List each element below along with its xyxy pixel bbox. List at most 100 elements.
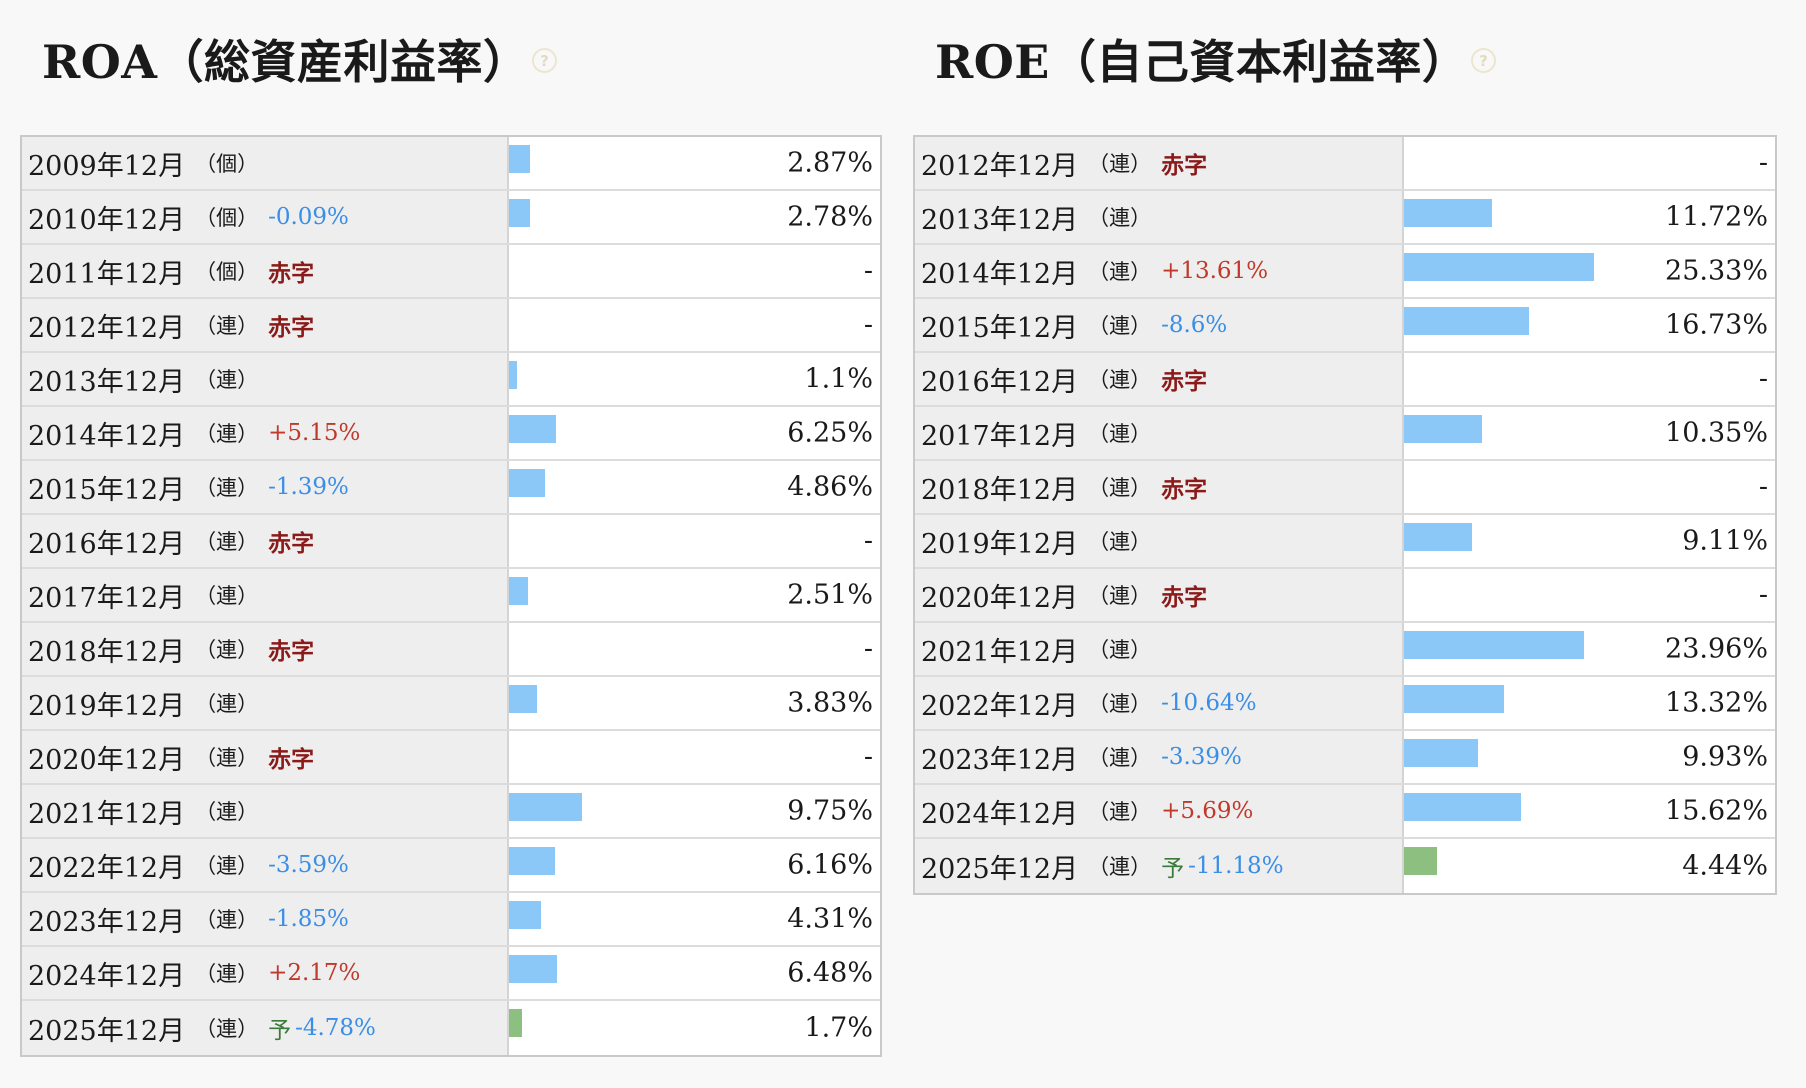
period-label-cell: 2021年12月 （連） [915, 623, 1404, 675]
bar-cell: 11.72% [1404, 191, 1775, 243]
period-text: 2015年12月 [28, 474, 186, 506]
report-kind: （連） [195, 422, 259, 446]
value-text: 2.78% [787, 201, 873, 233]
value-text: 3.83% [787, 687, 873, 719]
period-label-cell: 2014年12月 （連） +13.61% [915, 245, 1404, 297]
question-icon[interactable]: ? [532, 48, 557, 73]
period-label-cell: 2019年12月 （連） [915, 515, 1404, 567]
value-text: 11.72% [1665, 201, 1768, 233]
period-label-cell: 2019年12月 （連） [22, 677, 509, 729]
period-text: 2023年12月 [28, 906, 186, 938]
period-text: 2016年12月 [28, 528, 186, 560]
table-row: 2022年12月 （連） -3.59% 6.16% [22, 839, 880, 893]
period-text: 2021年12月 [921, 636, 1079, 668]
change-text: -4.78% [295, 1015, 376, 1041]
value-text: 16.73% [1665, 309, 1768, 341]
question-icon[interactable]: ? [1471, 48, 1496, 73]
bar-cell: - [1404, 569, 1775, 621]
table-row: 2019年12月 （連） 3.83% [22, 677, 880, 731]
report-kind: （連） [195, 962, 259, 986]
period-label-cell: 2022年12月 （連） -3.59% [22, 839, 509, 891]
value-text: - [863, 255, 873, 287]
value-text: 6.48% [787, 957, 873, 989]
value-text: 9.93% [1682, 741, 1768, 773]
period-label-cell: 2012年12月 （連） 赤字 [22, 299, 509, 351]
table-row: 2019年12月 （連） 9.11% [915, 515, 1775, 569]
bar-cell: - [509, 515, 880, 567]
value-bar [509, 793, 582, 821]
period-text: 2017年12月 [28, 582, 186, 614]
deficit-badge: 赤字 [268, 260, 315, 287]
change-text: -8.6% [1161, 312, 1228, 338]
change-text: +13.61% [1161, 258, 1269, 284]
bar-cell: - [509, 245, 880, 297]
value-text: 2.51% [787, 579, 873, 611]
period-text: 2014年12月 [921, 258, 1079, 290]
deficit-badge: 赤字 [268, 530, 315, 557]
value-text: 9.11% [1682, 525, 1768, 557]
table-row: 2022年12月 （連） -10.64% 13.32% [915, 677, 1775, 731]
value-text: - [863, 633, 873, 665]
value-text: 23.96% [1665, 633, 1768, 665]
value-text: 2.87% [787, 147, 873, 179]
bar-cell: 4.86% [509, 461, 880, 513]
period-label-cell: 2013年12月 （連） [22, 353, 509, 405]
change-text: -10.64% [1161, 690, 1257, 716]
change-text: -3.59% [268, 852, 349, 878]
period-text: 2023年12月 [921, 744, 1079, 776]
bar-cell: 16.73% [1404, 299, 1775, 351]
period-label-cell: 2015年12月 （連） -1.39% [22, 461, 509, 513]
report-kind: （連） [1088, 422, 1152, 446]
table-row: 2012年12月 （連） 赤字 - [915, 137, 1775, 191]
bar-cell: - [509, 299, 880, 351]
report-kind: （連） [195, 908, 259, 932]
period-text: 2018年12月 [28, 636, 186, 668]
period-label-cell: 2010年12月 （個） -0.09% [22, 191, 509, 243]
period-text: 2022年12月 [28, 852, 186, 884]
report-kind: （個） [195, 260, 259, 284]
table-row: 2025年12月 （連） 予 -11.18% 4.44% [915, 839, 1775, 893]
value-bar [509, 145, 531, 173]
table-row: 2012年12月 （連） 赤字 - [22, 299, 880, 353]
deficit-badge: 赤字 [1161, 368, 1208, 395]
report-kind: （連） [195, 638, 259, 662]
value-bar [509, 901, 542, 929]
period-text: 2025年12月 [921, 853, 1079, 885]
change-text: -3.39% [1161, 744, 1242, 770]
change-text: +2.17% [268, 960, 361, 986]
roa-title: ROA（総資産利益率） [42, 35, 530, 89]
bar-cell: 15.62% [1404, 785, 1775, 837]
report-kind: （連） [195, 854, 259, 878]
value-text: - [1758, 579, 1768, 611]
bar-cell: 9.75% [509, 785, 880, 837]
value-text: 1.7% [804, 1012, 873, 1044]
bar-cell: 9.93% [1404, 731, 1775, 783]
bar-cell: 1.7% [509, 1001, 880, 1055]
value-bar [1404, 631, 1584, 659]
report-kind: （連） [1088, 692, 1152, 716]
report-kind: （連） [1088, 260, 1152, 284]
value-bar [1404, 685, 1504, 713]
change-text: -1.39% [268, 474, 349, 500]
report-kind: （連） [1088, 800, 1152, 824]
value-bar [1404, 307, 1530, 335]
roa-panel: ROA（総資産利益率） ? 2009年12月 （個） 2.87% 2010年12月 （個… [20, 0, 882, 1057]
period-text: 2024年12月 [921, 798, 1079, 830]
period-text: 2013年12月 [921, 204, 1079, 236]
bar-cell: 23.96% [1404, 623, 1775, 675]
bar-cell: 2.51% [509, 569, 880, 621]
value-text: - [1758, 363, 1768, 395]
deficit-badge: 赤字 [1161, 584, 1208, 611]
bar-cell: 6.48% [509, 947, 880, 999]
table-row: 2023年12月 （連） -3.39% 9.93% [915, 731, 1775, 785]
table-row: 2013年12月 （連） 1.1% [22, 353, 880, 407]
report-kind: （連） [195, 800, 259, 824]
table-row: 2017年12月 （連） 10.35% [915, 407, 1775, 461]
value-text: 4.44% [1682, 850, 1768, 882]
table-row: 2016年12月 （連） 赤字 - [915, 353, 1775, 407]
period-text: 2016年12月 [921, 366, 1079, 398]
deficit-badge: 赤字 [1161, 476, 1208, 503]
bar-cell: - [1404, 461, 1775, 513]
value-bar [509, 361, 518, 389]
period-text: 2015年12月 [921, 312, 1079, 344]
